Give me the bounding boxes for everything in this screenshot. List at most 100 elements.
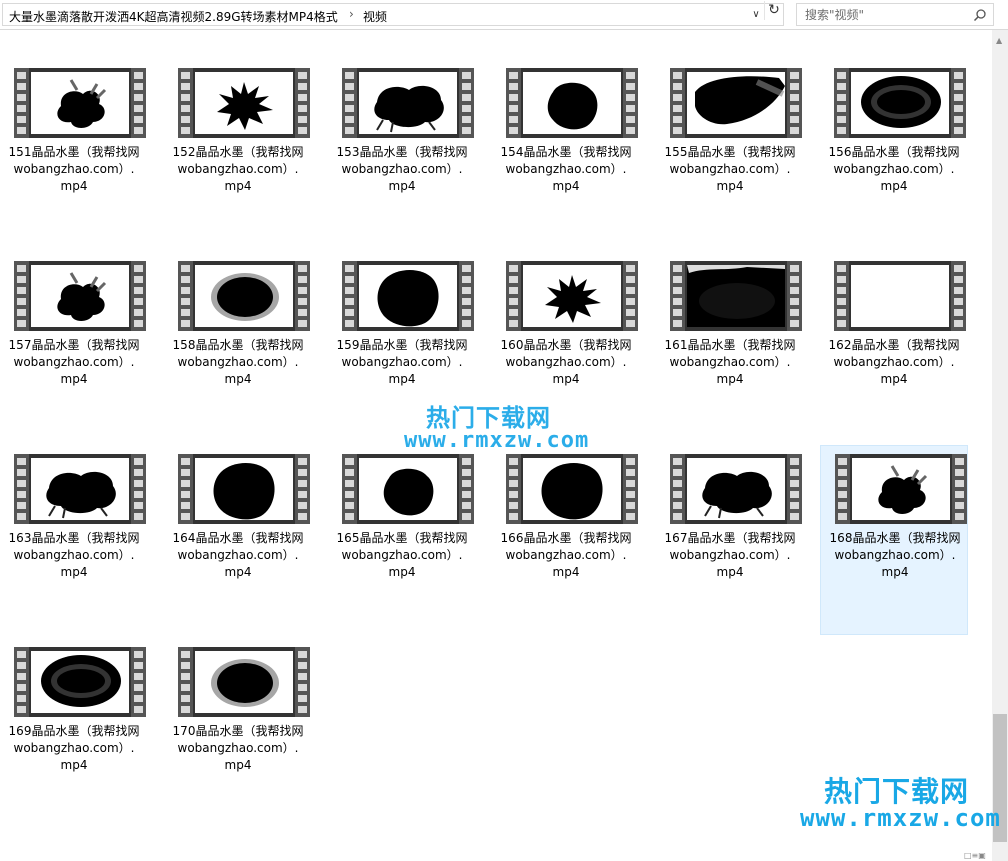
file-tile[interactable]: 157晶品水墨（我帮找网 wobangzhao.com）. mp4 [0, 253, 148, 443]
file-tile[interactable]: 169晶品水墨（我帮找网 wobangzhao.com）. mp4 [0, 639, 148, 829]
film-hole [17, 116, 26, 123]
breadcrumb-folder[interactable]: 大量水墨滴落散开泼洒4K超高清视频2.89G转场素材MP4格式 [9, 10, 338, 24]
video-thumbnail[interactable] [14, 261, 146, 331]
film-hole [954, 320, 963, 327]
view-toggle-icons[interactable]: □≡▣ [964, 851, 986, 860]
file-tile[interactable]: 160晶品水墨（我帮找网 wobangzhao.com）. mp4 [492, 253, 640, 443]
video-thumbnail[interactable] [670, 454, 802, 524]
film-hole [181, 94, 190, 101]
file-tile[interactable]: 161晶品水墨（我帮找网 wobangzhao.com）. mp4 [656, 253, 804, 443]
video-thumbnail[interactable] [506, 454, 638, 524]
ink-preview [195, 72, 293, 134]
film-hole [17, 491, 26, 498]
film-hole [790, 480, 799, 487]
ink-preview [31, 651, 129, 713]
file-tile[interactable]: 155晶品水墨（我帮找网 wobangzhao.com）. mp4 [656, 60, 804, 250]
film-hole [954, 72, 963, 79]
video-thumbnail[interactable] [506, 68, 638, 138]
video-thumbnail[interactable] [342, 454, 474, 524]
file-tile[interactable]: 153晶品水墨（我帮找网 wobangzhao.com）. mp4 [328, 60, 476, 250]
film-hole [626, 491, 635, 498]
file-name-line3: mp4 [388, 372, 416, 386]
film-hole [17, 320, 26, 327]
video-thumbnail[interactable] [14, 68, 146, 138]
search-input[interactable] [797, 4, 975, 25]
film-hole [673, 116, 682, 123]
video-thumbnail[interactable] [14, 647, 146, 717]
video-thumbnail[interactable] [670, 261, 802, 331]
film-strip [834, 68, 849, 138]
video-thumbnail[interactable] [178, 647, 310, 717]
video-thumbnail[interactable] [670, 68, 802, 138]
video-frame [685, 261, 787, 331]
file-tile[interactable]: 152晶品水墨（我帮找网 wobangzhao.com）. mp4 [164, 60, 312, 250]
film-hole [298, 513, 307, 520]
film-hole [134, 83, 143, 90]
film-hole [626, 320, 635, 327]
film-hole [954, 105, 963, 112]
film-hole [298, 320, 307, 327]
file-tile[interactable]: 156晶品水墨（我帮找网 wobangzhao.com）. mp4 [820, 60, 968, 250]
breadcrumb[interactable]: 大量水墨滴落散开泼洒4K超高清视频2.89G转场素材MP4格式 › 视频 ∨ [2, 3, 784, 26]
file-name-line3: mp4 [716, 179, 744, 193]
video-frame [685, 454, 787, 524]
video-thumbnail[interactable] [178, 68, 310, 138]
film-strip [952, 454, 967, 524]
file-tile[interactable]: 167晶品水墨（我帮找网 wobangzhao.com）. mp4 [656, 446, 804, 636]
film-hole [509, 265, 518, 272]
video-thumbnail[interactable] [14, 454, 146, 524]
film-hole [181, 287, 190, 294]
file-tile[interactable]: 164晶品水墨（我帮找网 wobangzhao.com）. mp4 [164, 446, 312, 636]
search-icon[interactable] [973, 8, 987, 22]
chevron-down-icon[interactable]: ∨ [752, 9, 760, 20]
film-hole [954, 127, 963, 134]
video-thumbnail[interactable] [834, 68, 966, 138]
file-tile[interactable]: 165晶品水墨（我帮找网 wobangzhao.com）. mp4 [328, 446, 476, 636]
film-hole [626, 276, 635, 283]
breadcrumb-separator[interactable]: › [349, 7, 354, 21]
video-thumbnail[interactable] [835, 454, 967, 524]
film-hole [298, 469, 307, 476]
film-hole [790, 458, 799, 465]
file-tile[interactable]: 166晶品水墨（我帮找网 wobangzhao.com）. mp4 [492, 446, 640, 636]
video-thumbnail[interactable] [834, 261, 966, 331]
file-tile[interactable]: 151晶品水墨（我帮找网 wobangzhao.com）. mp4 [0, 60, 148, 250]
video-thumbnail[interactable] [506, 261, 638, 331]
film-hole [134, 673, 143, 680]
file-tile[interactable]: 168晶品水墨（我帮找网 wobangzhao.com）. mp4 [820, 445, 968, 635]
film-hole [298, 491, 307, 498]
video-thumbnail[interactable] [342, 68, 474, 138]
film-hole [17, 309, 26, 316]
film-hole [626, 265, 635, 272]
video-frame [29, 68, 131, 138]
file-tile[interactable]: 170晶品水墨（我帮找网 wobangzhao.com）. mp4 [164, 639, 312, 829]
film-hole [298, 276, 307, 283]
file-tile[interactable]: 159晶品水墨（我帮找网 wobangzhao.com）. mp4 [328, 253, 476, 443]
film-hole [626, 480, 635, 487]
scroll-up-icon[interactable]: ▲ [996, 36, 1003, 45]
video-thumbnail[interactable] [342, 261, 474, 331]
vertical-scrollbar[interactable]: ▲ [992, 30, 1008, 861]
scrollbar-thumb[interactable] [993, 714, 1007, 842]
film-strip [14, 647, 29, 717]
address-bar: 大量水墨滴落散开泼洒4K超高清视频2.89G转场素材MP4格式 › 视频 ∨ ↻ [0, 0, 1008, 30]
breadcrumb-current[interactable]: 视频 [363, 10, 388, 24]
film-hole [626, 72, 635, 79]
refresh-icon[interactable]: ↻ [764, 1, 783, 20]
video-thumbnail[interactable] [178, 454, 310, 524]
file-tile[interactable]: 163晶品水墨（我帮找网 wobangzhao.com）. mp4 [0, 446, 148, 636]
video-thumbnail[interactable] [178, 261, 310, 331]
ink-preview [31, 265, 129, 327]
file-tile[interactable]: 158晶品水墨（我帮找网 wobangzhao.com）. mp4 [164, 253, 312, 443]
file-tile[interactable]: 162晶品水墨（我帮找网 wobangzhao.com）. mp4 [820, 253, 968, 443]
file-name-line1: 167晶品水墨（我帮找网 [664, 531, 796, 545]
film-hole [298, 72, 307, 79]
search-box[interactable] [796, 3, 994, 26]
file-tile[interactable]: 154晶品水墨（我帮找网 wobangzhao.com）. mp4 [492, 60, 640, 250]
